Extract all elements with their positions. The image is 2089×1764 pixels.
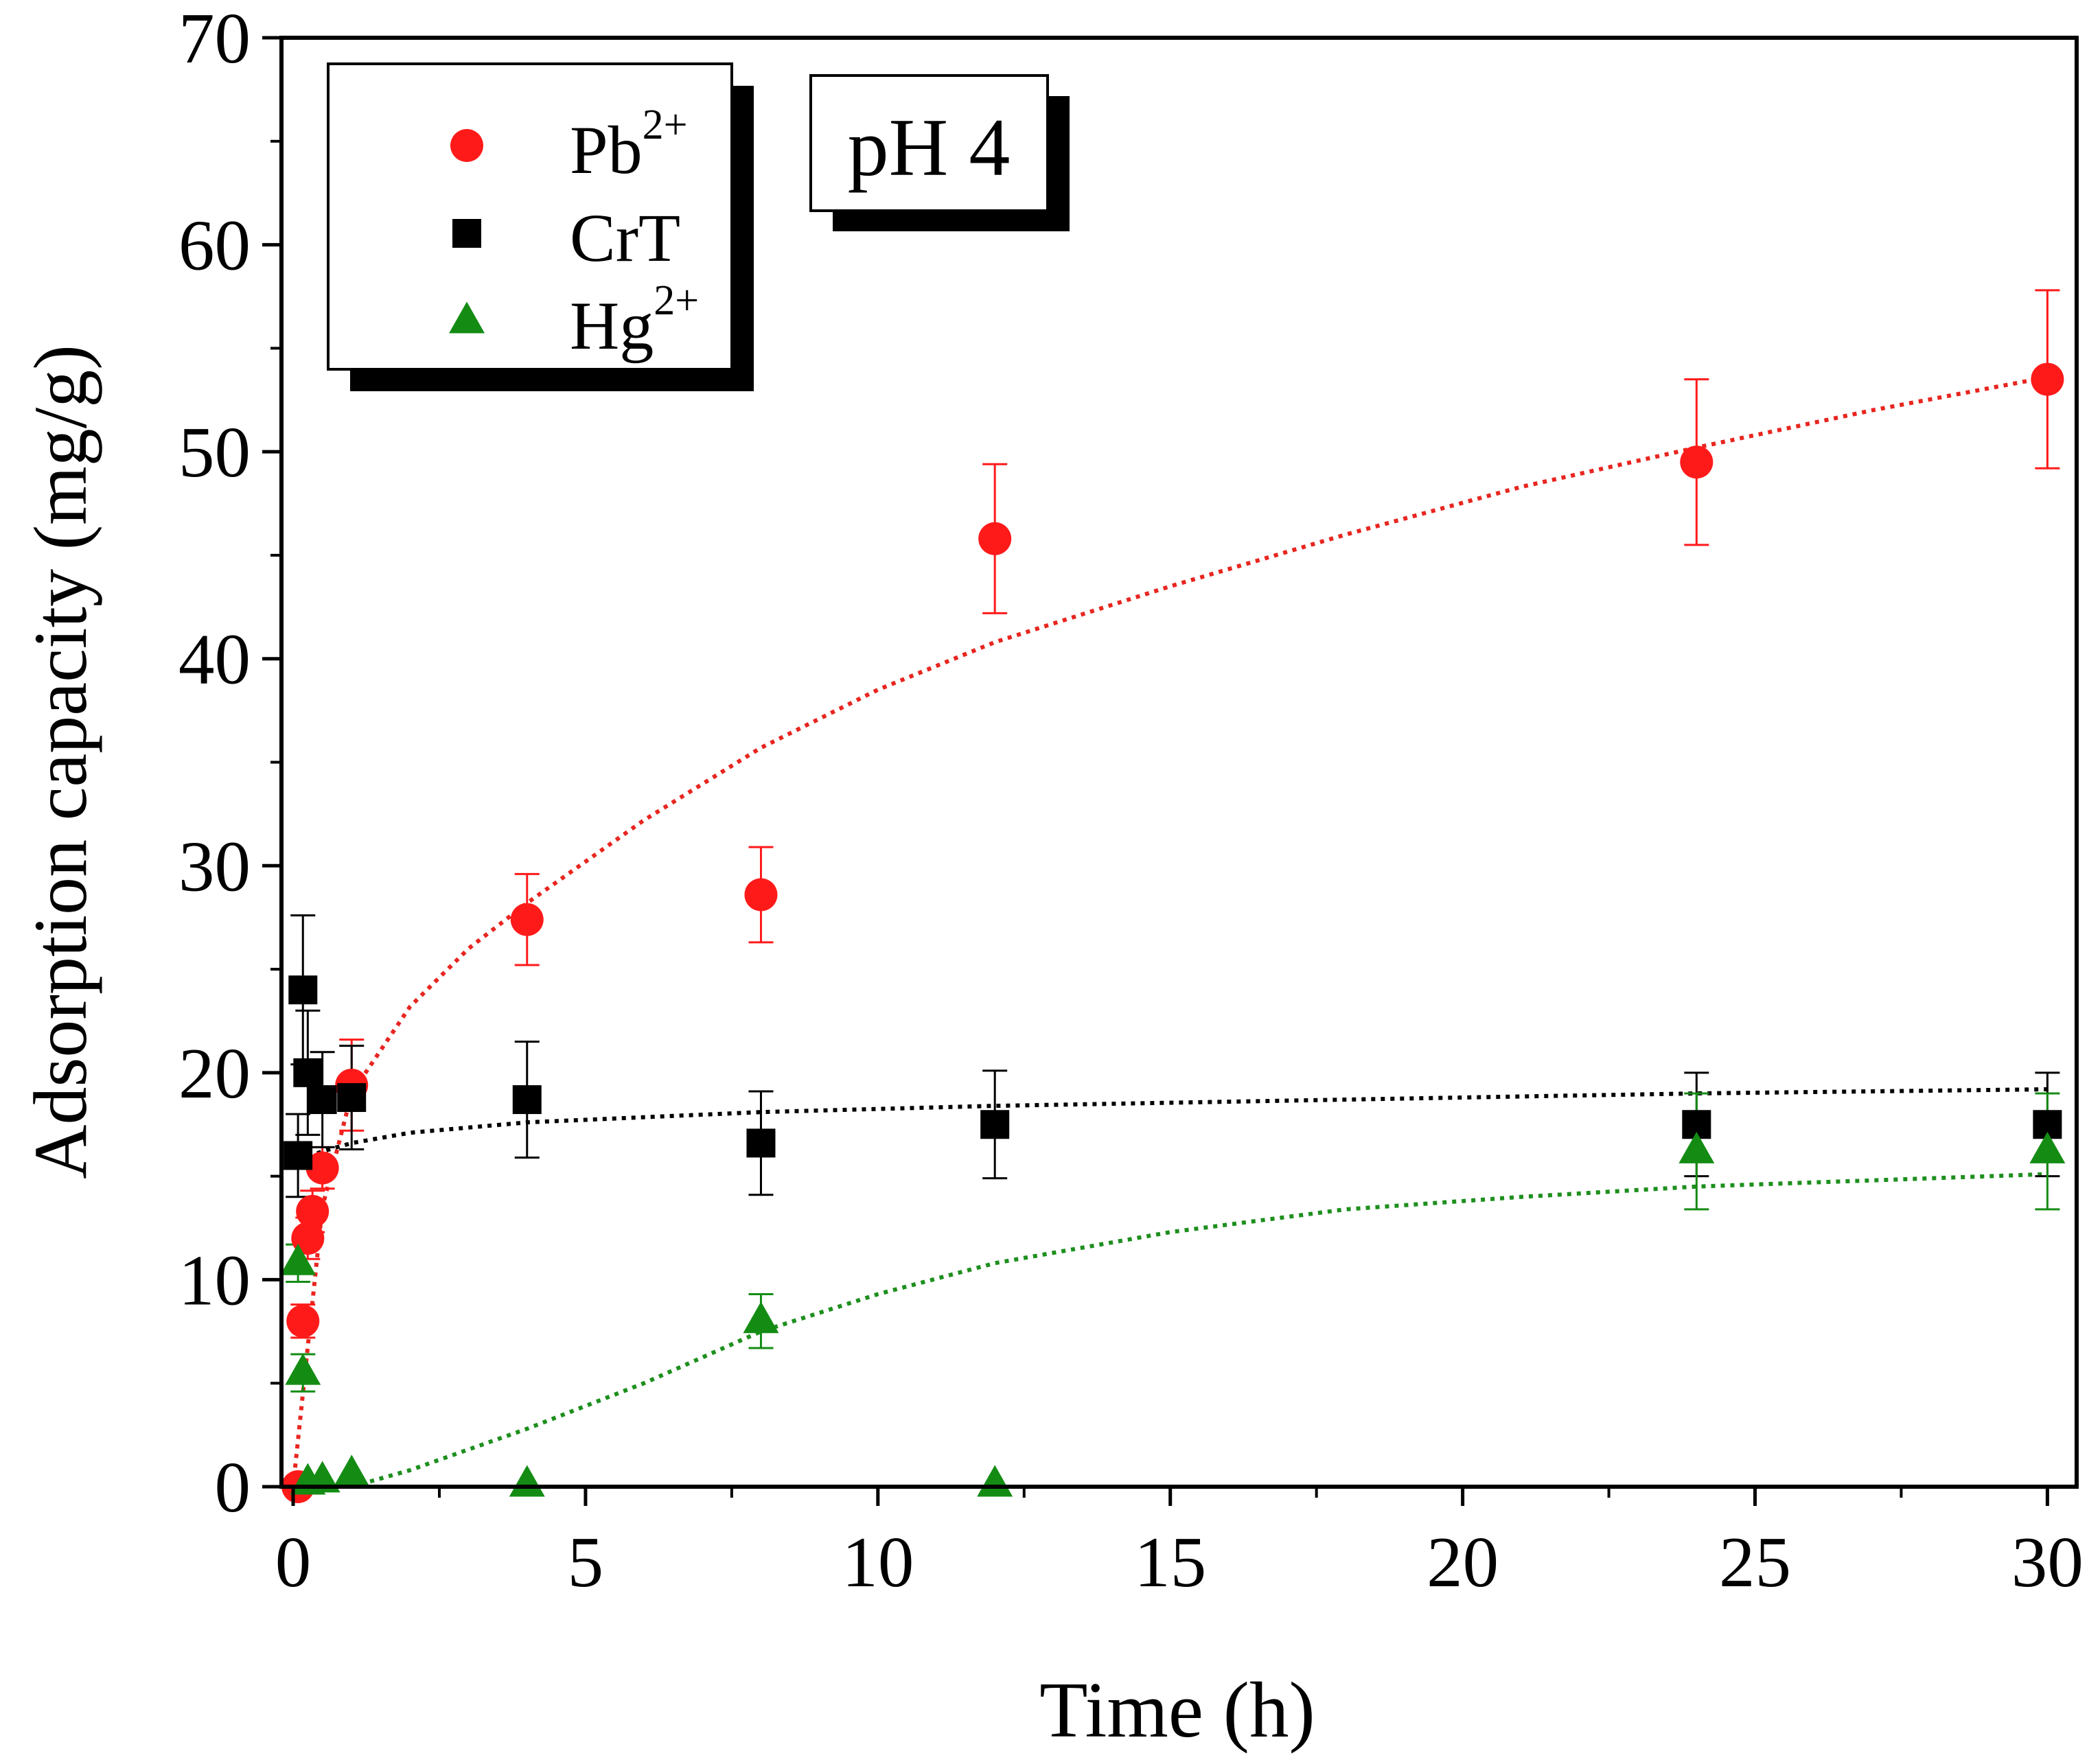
pb-data-point <box>305 1151 339 1185</box>
pb-data-point <box>2031 362 2064 396</box>
hg-legend-marker <box>449 301 485 334</box>
data-markers-layer <box>280 362 2066 1503</box>
error-bars-layer <box>286 289 2060 1393</box>
x-ticks-layer: 0 5 10 15 20 25 30 <box>275 1487 2084 1602</box>
hg-data-point <box>280 1243 316 1275</box>
x-tick-label: 15 <box>1134 1522 1206 1602</box>
y-ticks-layer: 0 10 20 30 40 50 60 70 <box>178 0 281 1527</box>
annotation-box: pH 4 <box>809 74 1070 231</box>
annotation-text: pH 4 <box>848 102 1011 193</box>
x-tick-label: 30 <box>2011 1522 2084 1602</box>
hg-data-point <box>743 1301 779 1334</box>
hg-data-point <box>977 1465 1013 1497</box>
pb-data-point <box>296 1194 330 1228</box>
y-tick-label: 60 <box>178 205 251 286</box>
hg-legend-label: Hg2+ <box>570 277 699 364</box>
pb-data-point <box>1680 445 1713 479</box>
pb-data-point <box>978 522 1012 555</box>
annotation-frame <box>809 74 1049 212</box>
y-tick-label: 50 <box>178 412 251 492</box>
crt-fit-line <box>298 1087 2048 1162</box>
y-tick-label: 30 <box>178 826 251 906</box>
pb-legend-marker <box>450 129 483 162</box>
fit-lines-layer <box>291 375 2048 1489</box>
pb-data-point <box>744 878 778 912</box>
crt-data-point <box>980 1110 1010 1139</box>
crt-data-point <box>337 1083 367 1113</box>
crt-data-point <box>288 975 318 1005</box>
x-tick-label: 25 <box>1719 1522 1791 1602</box>
x-axis-label: Time (h) <box>1039 1667 1315 1754</box>
crt-data-point <box>308 1085 337 1115</box>
hg-data-point <box>334 1454 370 1487</box>
crt-data-point <box>293 1058 323 1087</box>
y-tick-label: 40 <box>178 619 251 699</box>
y-tick-label: 20 <box>178 1033 251 1113</box>
x-tick-label: 20 <box>1427 1522 1499 1602</box>
crt-legend-marker <box>452 219 481 248</box>
y-axis-label: Adsorption capacity (mg/g) <box>19 345 102 1179</box>
hg-data-point <box>285 1353 321 1385</box>
y-tick-label: 0 <box>215 1447 251 1527</box>
y-tick-label: 70 <box>178 0 251 78</box>
hg-data-point <box>304 1461 341 1493</box>
y-tick-label: 10 <box>178 1240 251 1320</box>
x-tick-label: 10 <box>842 1522 914 1602</box>
x-tick-label: 5 <box>568 1522 604 1602</box>
hg-fit-line <box>351 1172 2048 1489</box>
legend-frame <box>327 62 733 371</box>
pb-fit-line <box>291 375 2048 1487</box>
crt-data-point <box>746 1128 776 1158</box>
crt-legend-label: CrT <box>570 200 680 276</box>
crt-data-point <box>512 1085 542 1115</box>
hg-data-point <box>509 1465 545 1497</box>
hg-data-point <box>2029 1131 2066 1163</box>
pb-data-point <box>286 1304 320 1338</box>
pb-legend-label: Pb2+ <box>570 102 688 188</box>
hg-data-point <box>1678 1131 1715 1163</box>
x-tick-label: 0 <box>275 1522 312 1602</box>
pb-data-point <box>510 903 544 936</box>
crt-data-point <box>284 1141 313 1170</box>
